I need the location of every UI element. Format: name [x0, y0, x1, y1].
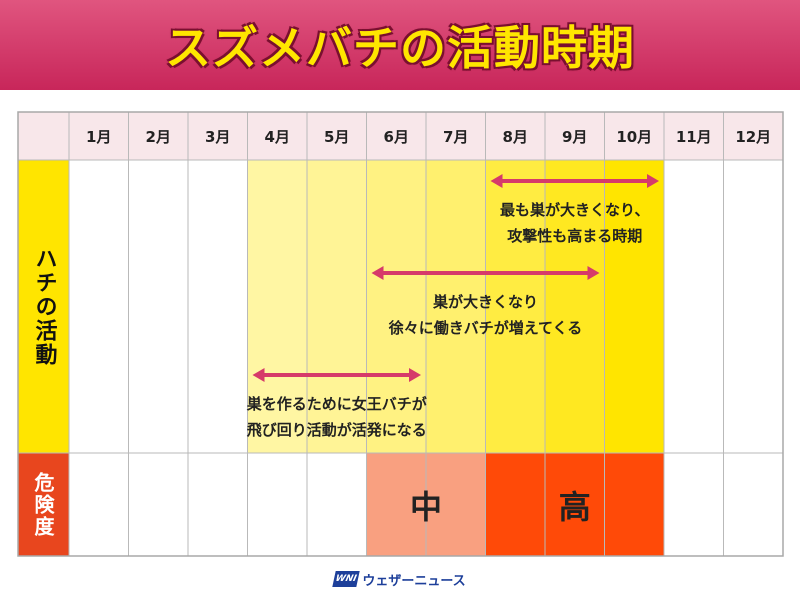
activity-cell: [545, 160, 605, 453]
chart-title: スズメバチの活動時期: [165, 21, 635, 75]
activity-cell: [604, 160, 664, 453]
period-annotation-line: 攻撃性も高まる時期: [507, 227, 643, 245]
weathernews-logo-icon: WNI: [332, 571, 361, 587]
activity-cell: [366, 160, 426, 453]
month-label: 7月: [443, 128, 468, 146]
month-label: 12月: [735, 128, 771, 146]
activity-cell: [307, 160, 367, 453]
month-label: 10月: [616, 128, 652, 146]
danger-label-cell: [18, 453, 69, 556]
month-label: 8月: [503, 128, 528, 146]
period-arrow-head-left: [490, 174, 503, 188]
month-label: 5月: [324, 128, 349, 146]
danger-level-cell: [485, 453, 664, 556]
activity-row-label: ハチの活動: [31, 246, 57, 367]
danger-level-label: 高: [558, 487, 591, 526]
period-arrow-head-left: [252, 368, 265, 382]
period-annotation-line: 最も巣が大きくなり、: [500, 201, 650, 219]
month-label: 1月: [86, 128, 111, 146]
month-label: 2月: [146, 128, 171, 146]
danger-level-label: 中: [409, 487, 442, 526]
month-label: 11月: [676, 128, 712, 146]
month-header-row: [18, 112, 783, 160]
month-label: 3月: [205, 128, 230, 146]
activity-label-cell: [18, 160, 69, 453]
table-border: [17, 111, 784, 557]
period-annotation-line: 飛び回り活動が活発になる: [246, 421, 427, 439]
period-annotation-line: 巣を作るために女王バチが: [246, 395, 427, 413]
weathernews-logo-text: ウェザーニュース: [362, 573, 466, 589]
period-annotation-line: 巣が大きくなり: [432, 293, 538, 311]
period-annotation: 巣が大きくなり徐々に働きバチが増えてくる: [336, 289, 636, 341]
month-label: 9月: [562, 128, 587, 146]
title-banner: [0, 0, 800, 90]
month-label: 4月: [265, 128, 290, 146]
period-arrow-head-right: [587, 266, 600, 280]
activity-cell: [426, 160, 486, 453]
activity-cell: [485, 160, 545, 453]
activity-cell: [247, 160, 307, 453]
footer: WNI ウェザーニュース: [0, 566, 800, 592]
period-arrow-head-left: [371, 266, 384, 280]
period-arrow-head-right: [409, 368, 421, 382]
danger-row-label: 危険度: [31, 471, 55, 538]
period-arrow-head-right: [647, 174, 659, 188]
month-label: 6月: [384, 128, 409, 146]
period-annotation: 巣を作るために女王バチが 飛び回り活動が活発になる: [187, 391, 487, 443]
period-annotation-line: 徐々に働きバチが増えてくる: [388, 319, 583, 337]
period-annotation: 最も巣が大きくなり、 攻撃性も高まる時期: [425, 197, 725, 249]
